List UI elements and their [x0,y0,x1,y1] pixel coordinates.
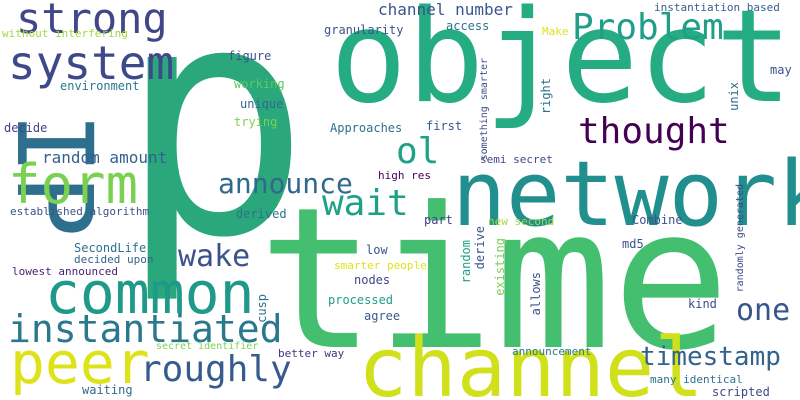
word-common: common [45,259,255,327]
word-channel: channel [358,321,704,400]
word-network: network [452,142,800,247]
word-lowest-announced: lowest announced [12,265,118,278]
word-ip: IP [0,112,115,238]
word-first: first [426,119,463,133]
word-unique: unique [240,97,284,111]
word-scripted: scripted [712,385,770,399]
word-instantiation-based: instantiation based [654,1,780,14]
word-channel-number: channel number [378,0,513,19]
word-access: access [446,19,490,33]
word-low: low [366,243,388,257]
word-strong: strong [16,0,168,43]
word-may: may [770,63,792,77]
word-time: time [258,166,731,394]
word-decided-upon: decided upon [74,253,154,266]
word-right: right [539,78,553,115]
word-something-smarter: something smarter [479,58,490,161]
word-trying: trying [234,115,278,129]
word-secret-identifier: secret identifier [156,341,259,352]
word-randomly-generated: randomly generated [735,184,746,293]
word-high-res: high res [378,169,431,182]
word-secondlife: SecondLife [74,241,147,255]
word-smarter-people: smarter people [334,259,427,272]
word-many-identical: many identical [650,373,743,386]
word-without-interfering: without interfering [2,27,128,40]
word-derived: derived [236,207,287,221]
word-agree: agree [364,309,401,323]
word-random: random [459,240,473,284]
word-part: part [424,213,453,227]
word-cusp: cusp [255,294,269,323]
word-new-second: new second [488,215,555,228]
word-semi-secret: semi secret [480,153,553,166]
word-p: p [118,0,311,308]
word-one: one [736,293,791,328]
word-problem: Problem [572,7,724,48]
word-established-algorithm: established algorithm [10,205,150,218]
word-wait: wait [322,183,409,224]
word-approaches: Approaches [330,121,403,135]
word-announce: announce [218,167,353,200]
word-unix: unix [727,82,741,111]
word-random-amount: random amount [42,148,168,167]
word-peer: peer [10,329,150,397]
word-announcement: announcement [512,345,592,358]
word-derive: derive [473,226,487,270]
word-allows: allows [529,272,543,316]
word-timestamp: timestamp [640,342,781,372]
word-better-way: better way [278,347,345,360]
word-md5: md5 [622,237,644,251]
word-wake: wake [178,239,251,274]
word-roughly: roughly [140,349,292,390]
word-combine: Combine [632,213,683,227]
word-form: form [8,153,139,216]
word-figure: figure [228,49,272,63]
word-thought: thought [578,111,730,152]
word-instantiated: instantiated [8,307,283,351]
word-object: object [330,0,793,132]
word-granularity: granularity [324,23,404,37]
word-kind: kind [688,297,717,311]
word-make: Make [542,25,569,38]
word-environment: environment [60,79,140,93]
word-decide: decide [4,121,48,135]
word-system: system [8,36,175,90]
word-working: working [234,77,285,91]
word-waiting: waiting [82,383,133,397]
word-existing: existing [493,238,507,296]
word-processed: processed [328,293,394,307]
word-nodes: nodes [354,273,391,287]
word-ol: ol [396,131,440,172]
